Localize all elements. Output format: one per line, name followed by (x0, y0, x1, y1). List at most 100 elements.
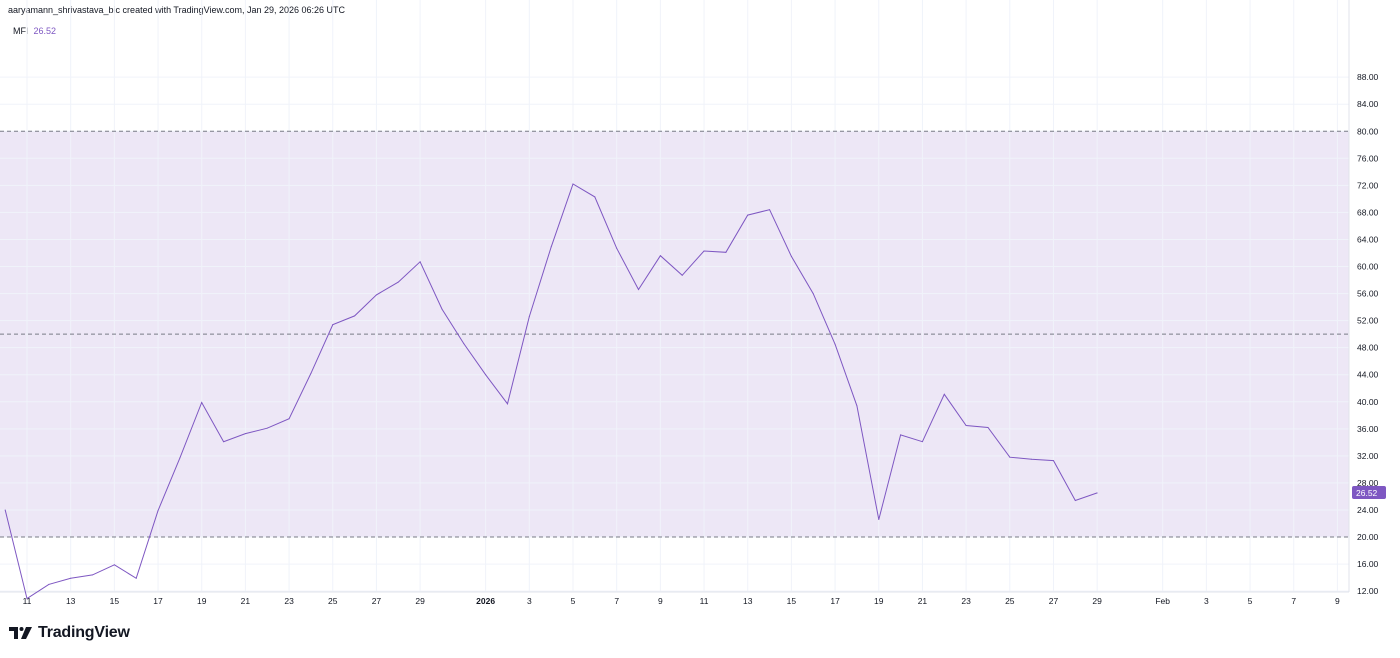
mfi-point[interactable] (1031, 458, 1033, 460)
mfi-point[interactable] (1096, 492, 1098, 494)
mfi-point[interactable] (834, 343, 836, 345)
x-tick-label: 29 (1092, 596, 1102, 606)
mfi-point[interactable] (113, 564, 115, 566)
y-tick-label: 20.00 (1357, 532, 1379, 542)
tradingview-brand[interactable]: TradingView (9, 624, 130, 642)
x-tick-label: 9 (658, 596, 663, 606)
x-tick-label: 3 (1204, 596, 1209, 606)
x-tick-label: 25 (328, 596, 338, 606)
mfi-point[interactable] (943, 393, 945, 395)
y-tick-label: 28.00 (1357, 478, 1379, 488)
mfi-point[interactable] (266, 427, 268, 429)
mfi-point[interactable] (790, 255, 792, 257)
x-tick-label: 5 (571, 596, 576, 606)
mfi-point[interactable] (332, 324, 334, 326)
mfi-point[interactable] (4, 509, 6, 511)
y-tick-label: 56.00 (1357, 289, 1379, 299)
x-gridlines (26, 0, 1338, 592)
mfi-point[interactable] (157, 510, 159, 512)
x-tick-label: 15 (787, 596, 797, 606)
y-tick-label: 40.00 (1357, 397, 1379, 407)
mfi-point[interactable] (506, 403, 508, 405)
y-tick-label: 8.00 (1357, 613, 1374, 615)
mfi-point[interactable] (594, 196, 596, 198)
y-tick-label: 16.00 (1357, 559, 1379, 569)
y-tick-label: 12.00 (1357, 586, 1379, 596)
y-tick-label: 68.00 (1357, 207, 1379, 217)
y-tick-label: 44.00 (1357, 370, 1379, 380)
mfi-point[interactable] (616, 247, 618, 249)
x-tick-label: 11 (23, 596, 32, 606)
x-tick-label: 9 (1335, 596, 1340, 606)
mfi-point[interactable] (223, 441, 225, 443)
brand-name: TradingView (38, 624, 130, 641)
mfi-point[interactable] (638, 289, 640, 291)
mfi-point[interactable] (310, 372, 312, 374)
x-axis-labels: 11 13 15 17 19 21 23 25 27 29 2026 3 5 7 9 11 13 15 17 19 21… (23, 596, 1340, 606)
y-tick-label: 80.00 (1357, 126, 1379, 136)
mfi-point[interactable] (987, 426, 989, 428)
last-value-label: 26.52 (1352, 485, 1386, 499)
x-tick-label: 19 (874, 596, 884, 606)
y-tick-label: 76.00 (1357, 153, 1379, 163)
mfi-point[interactable] (725, 251, 727, 253)
x-tick-label: 29 (415, 596, 425, 606)
mfi-point[interactable] (703, 250, 705, 252)
mfi-point[interactable] (244, 433, 246, 435)
y-tick-label: 84.00 (1357, 99, 1379, 109)
mfi-point[interactable] (856, 405, 858, 407)
y-axis-labels: 8.00 12.00 16.00 20.00 24.00 28.00 32.00 36.00 4… (1357, 72, 1379, 615)
mfi-point[interactable] (48, 583, 50, 585)
mfi-point[interactable] (92, 574, 94, 576)
last-value-badge (1352, 485, 1386, 499)
mfi-point[interactable] (201, 401, 203, 403)
x-tick-label: 23 (284, 596, 294, 606)
x-tick-label: 27 (372, 596, 382, 606)
y-tick-label: 88.00 (1357, 72, 1379, 82)
y-tick-label: 60.00 (1357, 262, 1379, 272)
mfi-point[interactable] (900, 434, 902, 436)
y-tick-label: 52.00 (1357, 316, 1379, 326)
x-tick-label: 15 (110, 596, 120, 606)
mfi-point[interactable] (572, 183, 574, 185)
mfi-point[interactable] (1009, 456, 1011, 458)
mfi-point[interactable] (1074, 500, 1076, 502)
mfi-point[interactable] (397, 281, 399, 283)
y-tick-label: 36.00 (1357, 424, 1379, 434)
x-tick-label: 13 (743, 596, 753, 606)
mfi-point[interactable] (528, 316, 530, 318)
mfi-point[interactable] (441, 308, 443, 310)
y-tick-label: 24.00 (1357, 505, 1379, 515)
mfi-point[interactable] (179, 457, 181, 459)
x-tick-label: 17 (830, 596, 840, 606)
mfi-point[interactable] (878, 518, 880, 520)
mfi-point[interactable] (419, 261, 421, 263)
mfi-point[interactable] (135, 577, 137, 579)
indicator-value: 26.52 (33, 26, 57, 36)
mfi-point[interactable] (681, 274, 683, 276)
last-value-text: 26.52 (1356, 488, 1378, 498)
mfi-point[interactable] (812, 293, 814, 295)
mfi-point[interactable] (747, 214, 749, 216)
indicator-legend[interactable]: MFI 26.52 (13, 26, 56, 36)
mfi-point[interactable] (921, 441, 923, 443)
mfi-point[interactable] (485, 374, 487, 376)
mfi-point[interactable] (965, 424, 967, 426)
chart-credit: aaryamann_shrivastava_bic created with T… (8, 5, 346, 15)
mfi-point[interactable] (70, 577, 72, 579)
x-tick-label: 3 (527, 596, 532, 606)
mfi-point[interactable] (26, 598, 28, 600)
mfi-point[interactable] (1052, 460, 1054, 462)
x-tick-label: 11 (700, 596, 709, 606)
mfi-point[interactable] (769, 209, 771, 211)
y-tick-label: 32.00 (1357, 451, 1379, 461)
mfi-point[interactable] (659, 255, 661, 257)
mfi-chart[interactable]: 8.00 12.00 16.00 20.00 24.00 28.00 32.00 36.00 4… (0, 0, 1400, 615)
mfi-point[interactable] (550, 246, 552, 248)
mfi-point[interactable] (375, 294, 377, 296)
mfi-points (4, 183, 1098, 600)
y-tick-label: 64.00 (1357, 234, 1379, 244)
mfi-point[interactable] (288, 418, 290, 420)
mfi-point[interactable] (354, 315, 356, 317)
mfi-point[interactable] (463, 343, 465, 345)
